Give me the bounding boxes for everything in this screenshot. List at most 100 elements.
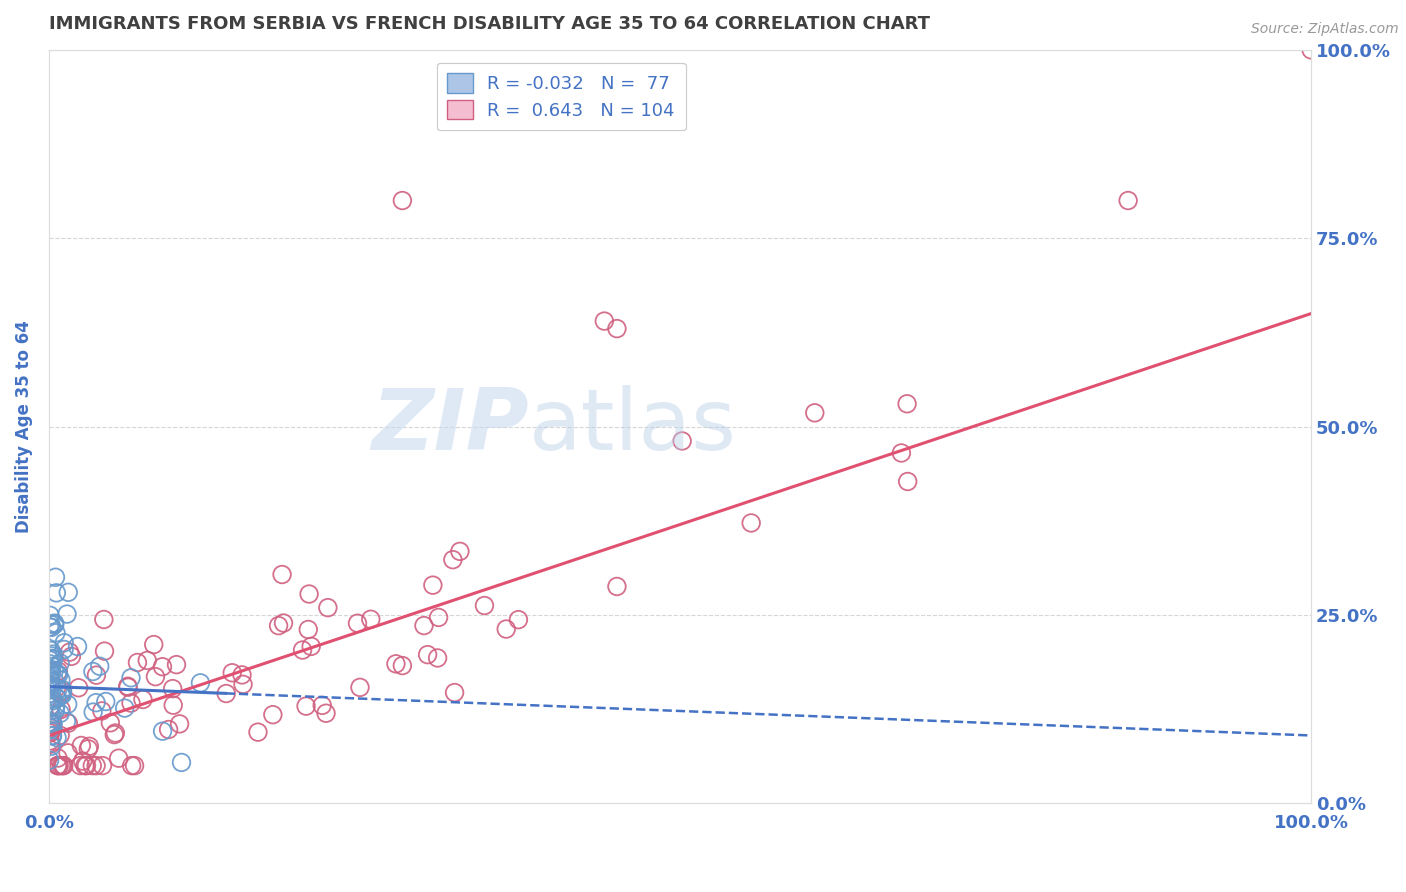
Point	[385, 657, 408, 671]
Point	[59, 645, 82, 659]
Point	[48, 758, 70, 772]
Point	[38, 672, 60, 686]
Point	[299, 640, 322, 654]
Point	[120, 696, 142, 710]
Point	[53, 636, 76, 650]
Point	[39, 665, 62, 679]
Point	[60, 649, 83, 664]
Point	[166, 657, 188, 672]
Point	[86, 668, 108, 682]
Point	[41, 675, 63, 690]
Point	[38, 753, 60, 767]
Point	[49, 728, 72, 742]
Point	[267, 618, 290, 632]
Point	[295, 699, 318, 714]
Point	[46, 691, 69, 706]
Point	[38, 704, 60, 718]
Point	[39, 739, 62, 754]
Point	[76, 758, 98, 772]
Point	[449, 544, 471, 558]
Point	[44, 570, 66, 584]
Point	[45, 625, 67, 640]
Point	[41, 659, 63, 673]
Point	[39, 734, 62, 748]
Point	[44, 616, 66, 631]
Point	[316, 600, 339, 615]
Point	[231, 668, 253, 682]
Point	[46, 758, 69, 772]
Legend: R = -0.032   N =  77, R =  0.643   N = 104: R = -0.032 N = 77, R = 0.643 N = 104	[437, 62, 686, 130]
Point	[162, 681, 184, 696]
Point	[67, 681, 90, 695]
Point	[39, 679, 62, 693]
Point	[262, 707, 284, 722]
Point	[246, 725, 269, 739]
Point	[73, 758, 96, 772]
Point	[49, 656, 72, 670]
Point	[53, 642, 76, 657]
Point	[360, 612, 382, 626]
Point	[41, 715, 63, 730]
Text: ZIP: ZIP	[371, 385, 529, 468]
Point	[39, 721, 62, 735]
Text: Source: ZipAtlas.com: Source: ZipAtlas.com	[1251, 22, 1399, 37]
Point	[803, 406, 825, 420]
Point	[896, 397, 918, 411]
Point	[145, 670, 167, 684]
Point	[52, 682, 75, 697]
Point	[79, 739, 101, 754]
Point	[38, 819, 60, 833]
Point	[66, 640, 89, 654]
Point	[169, 717, 191, 731]
Point	[72, 754, 94, 768]
Point	[41, 620, 63, 634]
Point	[45, 681, 67, 695]
Point	[58, 585, 80, 599]
Point	[142, 638, 165, 652]
Point	[152, 659, 174, 673]
Point	[42, 647, 65, 661]
Point	[82, 758, 104, 772]
Point	[107, 751, 129, 765]
Point	[132, 692, 155, 706]
Point	[606, 321, 628, 335]
Point	[41, 651, 63, 665]
Point	[391, 194, 413, 208]
Point	[593, 314, 616, 328]
Point	[46, 667, 69, 681]
Point	[39, 608, 62, 623]
Point	[117, 680, 139, 694]
Point	[42, 694, 65, 708]
Point	[48, 667, 70, 681]
Point	[46, 691, 69, 706]
Point	[46, 681, 69, 696]
Point	[41, 724, 63, 739]
Point	[41, 648, 63, 663]
Point	[98, 715, 121, 730]
Point	[311, 698, 333, 713]
Point	[427, 610, 450, 624]
Point	[41, 692, 63, 706]
Point	[39, 707, 62, 722]
Point	[58, 716, 80, 731]
Point	[55, 714, 77, 729]
Point	[77, 742, 100, 756]
Point	[39, 657, 62, 671]
Point	[508, 613, 530, 627]
Point	[84, 758, 107, 772]
Text: atlas: atlas	[529, 385, 737, 468]
Point	[271, 567, 294, 582]
Point	[69, 758, 91, 772]
Point	[41, 826, 63, 840]
Point	[45, 841, 67, 855]
Point	[136, 653, 159, 667]
Point	[49, 702, 72, 716]
Point	[52, 758, 75, 772]
Point	[56, 746, 79, 760]
Point	[44, 703, 66, 717]
Point	[41, 729, 63, 743]
Point	[93, 612, 115, 626]
Point	[39, 699, 62, 714]
Point	[49, 673, 72, 687]
Point	[39, 716, 62, 731]
